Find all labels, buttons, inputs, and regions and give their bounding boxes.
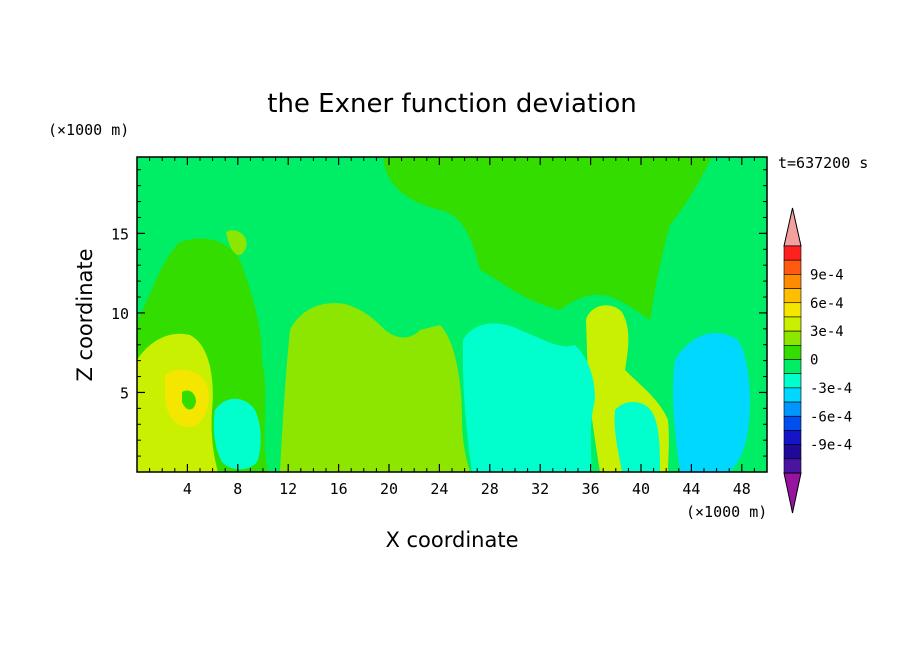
colorbar-swatch: [783, 359, 802, 374]
y-tick-label: 15: [111, 225, 129, 243]
x-tick-label: 40: [632, 480, 650, 498]
x-tick-label: 32: [531, 480, 549, 498]
contour-region: [462, 323, 595, 472]
colorbar-swatch: [783, 330, 802, 346]
colorbar-swatch: [783, 345, 802, 360]
contour-region: [673, 332, 750, 472]
x-tick-label: 8: [233, 480, 242, 498]
contour-region: [182, 390, 196, 410]
colorbar-label: 0: [810, 353, 818, 369]
x-tick-label: 20: [380, 480, 398, 498]
contour-region: [383, 157, 712, 320]
x-tick-label: 4: [183, 480, 192, 498]
colorbar-swatch: [783, 415, 802, 431]
chart-title: the Exner function deviation: [267, 89, 637, 119]
x-tick-label: 44: [682, 480, 700, 498]
colorbar-swatch: [783, 259, 802, 275]
x-tick-label: 24: [430, 480, 448, 498]
colorbar-swatch: [783, 302, 802, 318]
colorbar-over-arrow: [783, 207, 802, 247]
colorbar-label: 9e-4: [810, 267, 844, 283]
x-unit-label: (×1000 m): [686, 503, 767, 521]
y-tick-label: 5: [120, 384, 129, 402]
colorbar-swatch: [783, 274, 802, 289]
y-axis-label: Z coordinate: [73, 248, 97, 381]
y-tick-label: 10: [111, 305, 129, 323]
colorbar-swatch: [783, 316, 802, 332]
contour-region: [226, 230, 247, 255]
colorbar-swatch: [783, 387, 802, 403]
x-tick-label: 36: [582, 480, 600, 498]
colorbar-swatch: [783, 458, 802, 474]
colorbar-label: 6e-4: [810, 296, 844, 312]
colorbar-swatch: [783, 288, 802, 304]
colorbar-swatch: [783, 245, 802, 261]
contour-region: [614, 401, 660, 472]
x-tick-label: 28: [481, 480, 499, 498]
time-label: t=637200 s: [778, 154, 868, 172]
colorbar-label: 3e-4: [810, 324, 844, 340]
colorbar-label: -6e-4: [810, 409, 852, 425]
contour-region: [213, 398, 261, 470]
colorbar-swatch: [783, 430, 802, 445]
x-axis-label: X coordinate: [385, 528, 518, 552]
colorbar-under-arrow: [783, 472, 802, 514]
x-tick-label: 16: [330, 480, 348, 498]
x-tick-label: 48: [733, 480, 751, 498]
colorbar: 9e-4 6e-4 3e-4 0 -3e-4 -6e-4 -9e-4: [783, 207, 852, 514]
colorbar-swatch: [783, 373, 802, 389]
colorbar-swatch: [783, 444, 802, 460]
colorbar-swatch: [783, 401, 802, 417]
y-axis: 5 10 15: [111, 169, 767, 457]
x-axis: 4 8 12 16 20 24 28 32 36 40 44 48: [149, 157, 755, 498]
contour-field: [137, 157, 767, 472]
colorbar-label: -3e-4: [810, 381, 852, 397]
colorbar-label: -9e-4: [810, 438, 852, 454]
y-unit-label: (×1000 m): [48, 121, 129, 139]
contour-region: [280, 368, 450, 472]
x-tick-label: 12: [279, 480, 297, 498]
